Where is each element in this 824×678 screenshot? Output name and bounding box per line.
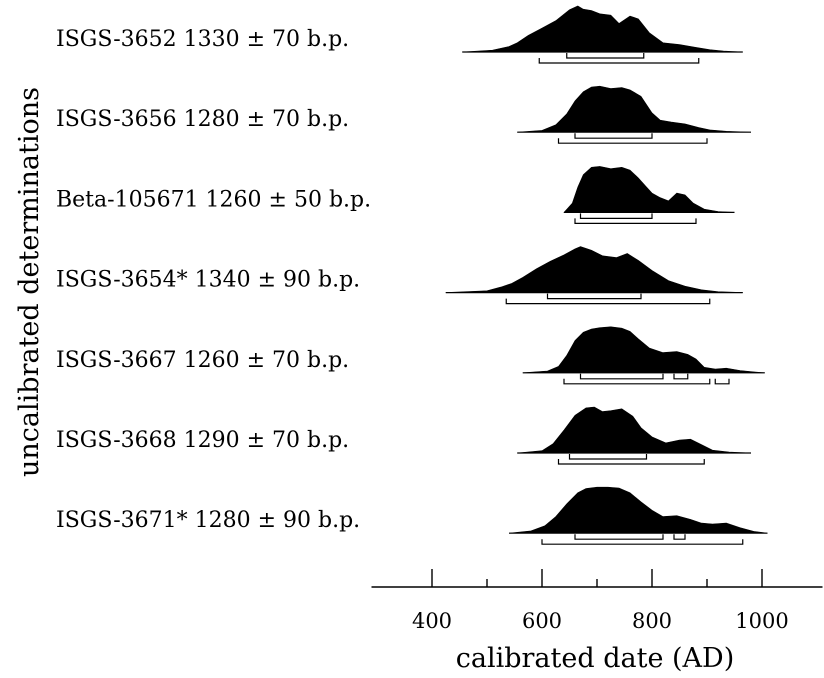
determination-label: ISGS-3652 1330 ± 70 b.p.	[56, 27, 349, 52]
determination-row: ISGS-3652 1330 ± 70 b.p.	[56, 5, 743, 64]
probability-distribution	[517, 406, 752, 454]
probability-distribution	[563, 166, 735, 213]
determination-row: ISGS-3668 1290 ± 70 b.p.	[56, 406, 752, 465]
y-axis-title: uncalibrated determinations	[14, 87, 45, 477]
range-2sigma-bracket	[541, 539, 744, 545]
x-tick-label: 800	[632, 609, 672, 633]
determination-row: Beta-105671 1260 ± 50 b.p.	[56, 166, 735, 224]
probability-distribution	[462, 5, 743, 53]
probability-distribution	[508, 486, 768, 534]
determination-label: ISGS-3654* 1340 ± 90 b.p.	[56, 268, 360, 293]
determination-label: ISGS-3668 1290 ± 70 b.p.	[56, 428, 349, 453]
range-1sigma-bracket	[566, 53, 645, 59]
probability-distribution	[517, 85, 752, 133]
range-2sigma-bracket	[557, 138, 708, 144]
determination-row: ISGS-3656 1280 ± 70 b.p.	[56, 85, 752, 144]
range-1sigma-bracket	[579, 373, 664, 380]
range-2sigma-bracket	[714, 378, 730, 385]
determination-label: ISGS-3671* 1280 ± 90 b.p.	[56, 508, 360, 533]
x-axis-title: calibrated date (AD)	[456, 643, 734, 674]
range-2sigma-bracket	[538, 58, 700, 64]
range-1sigma-bracket	[568, 454, 648, 460]
range-2sigma-bracket	[563, 378, 711, 385]
determination-label: ISGS-3656 1280 ± 70 b.p.	[56, 107, 349, 132]
determination-row: ISGS-3654* 1340 ± 90 b.p.	[56, 246, 743, 305]
range-1sigma-bracket	[574, 133, 653, 139]
x-tick-label: 1000	[735, 609, 788, 633]
probability-distribution	[522, 326, 765, 374]
x-axis: 400 600 800 1000	[371, 569, 823, 633]
range-1sigma-bracket	[574, 534, 664, 540]
determination-label: ISGS-3667 1260 ± 70 b.p.	[56, 348, 349, 373]
range-2sigma-bracket	[505, 298, 711, 305]
determination-label: Beta-105671 1260 ± 50 b.p.	[56, 187, 371, 212]
range-2sigma-bracket	[557, 459, 705, 465]
determination-rows: ISGS-3652 1330 ± 70 b.p. ISGS-3656 1280 ±…	[56, 5, 768, 545]
probability-distribution	[445, 246, 743, 293]
range-1sigma-bracket	[579, 213, 653, 219]
range-1sigma-bracket	[673, 534, 686, 540]
determination-row: ISGS-3671* 1280 ± 90 b.p.	[56, 486, 768, 545]
x-axis-ticks: 400 600 800 1000	[412, 569, 789, 633]
determination-row: ISGS-3667 1260 ± 70 b.p.	[56, 326, 765, 385]
x-tick-label: 400	[412, 609, 452, 633]
range-1sigma-bracket	[673, 373, 689, 380]
range-2sigma-bracket	[574, 218, 697, 224]
x-tick-label: 600	[522, 609, 562, 633]
range-1sigma-bracket	[546, 293, 642, 300]
